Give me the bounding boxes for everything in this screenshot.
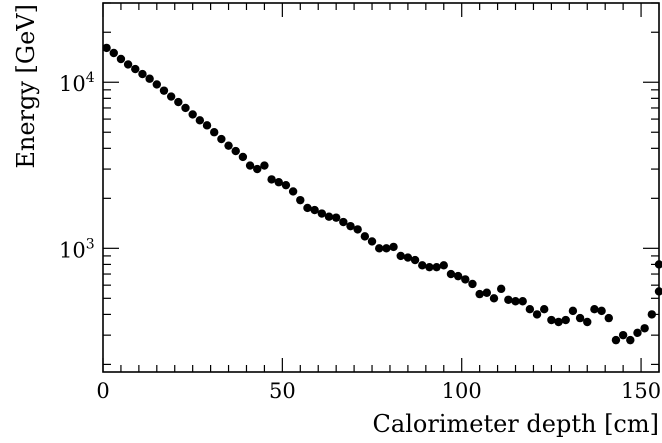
data-point [633,328,642,337]
data-point [145,74,154,83]
data-point [317,209,327,218]
data-point [339,217,348,227]
data-points [102,43,662,345]
data-point [461,275,470,284]
data-point [346,221,355,231]
data-point [152,80,162,89]
data-point [439,261,448,270]
data-point [181,103,190,113]
data-point [453,271,463,281]
data-point [475,289,484,299]
data-point [324,212,334,221]
data-point [554,317,563,327]
data-point [102,43,111,53]
data-point [511,297,520,306]
data-point [138,69,147,79]
data-point [496,284,506,294]
data-point [367,237,377,246]
x-axis-title: Calorimeter depth [cm] [373,410,659,438]
data-point [281,180,291,190]
data-point [532,310,542,319]
data-point [123,60,133,69]
y-tick-label: 103 [59,236,95,262]
data-point [274,178,283,187]
data-point [116,54,126,64]
data-point [389,242,398,252]
y-tick-base: 10 [59,238,86,262]
data-point [489,294,499,303]
data-point [396,251,405,261]
data-point [231,146,240,156]
data-point [575,313,585,323]
data-point [468,279,477,289]
data-point [375,244,384,253]
data-point [296,195,305,205]
data-point [131,64,140,74]
y-tick-exponent: 4 [86,70,95,86]
data-point [590,304,599,314]
y-tick-label: 104 [59,70,95,96]
data-point [604,313,613,323]
data-point [195,116,205,125]
data-point [303,203,312,213]
data-point [482,288,492,297]
data-point [260,161,269,170]
data-point [109,48,118,58]
data-point [159,86,169,95]
data-point [353,225,362,234]
data-point [618,330,628,340]
data-point [188,110,197,119]
data-point [217,134,226,144]
data-point [568,306,578,316]
data-point [224,141,233,150]
data-point [432,262,441,272]
data-point [518,297,527,306]
data-point [611,335,621,345]
x-tick-label: 0 [96,379,109,403]
data-point [403,253,413,262]
data-point [540,304,549,314]
data-point [245,161,255,170]
data-point [525,304,535,314]
data-point [202,121,212,130]
data-point [640,324,649,333]
data-point [583,317,592,327]
data-point [166,92,176,101]
data-point [174,97,183,107]
data-point [310,205,319,215]
data-point [626,335,635,345]
data-point [547,315,556,325]
data-point [410,255,420,265]
x-tick-label: 50 [269,379,296,403]
data-point [647,310,657,319]
data-point [288,187,298,196]
data-point [425,262,434,272]
data-point [561,315,570,325]
data-point [418,261,427,270]
data-point [360,232,370,241]
data-point [446,269,456,279]
data-point [504,295,513,304]
data-point [331,213,341,222]
plot-frame [102,2,660,373]
y-tick-exponent: 3 [86,236,95,252]
data-point [253,164,262,174]
data-point [654,260,662,269]
y-axis-title: Energy [GeV] [12,4,40,169]
x-tick-label: 150 [621,379,661,403]
data-point [654,287,662,296]
y-tick-base: 10 [59,72,86,96]
axis-labels: Calorimeter depth [cm] Energy [GeV] [12,4,659,438]
data-point [210,128,219,137]
data-point [238,152,248,162]
data-point [267,175,276,184]
data-point [597,306,606,316]
x-tick-label: 100 [442,379,482,403]
data-point [382,244,391,253]
